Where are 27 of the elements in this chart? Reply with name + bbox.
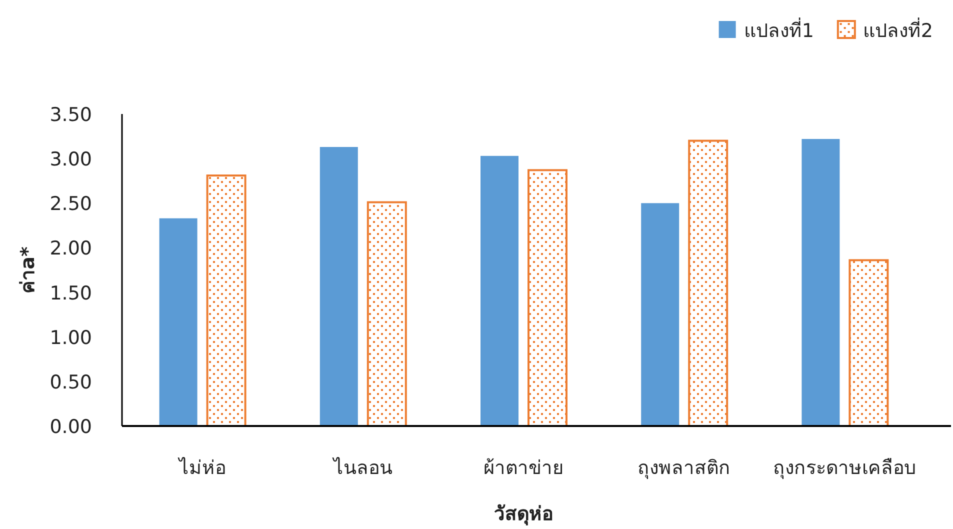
x-tick-label: ถุงกระดาษเคลือบ <box>773 457 916 480</box>
y-tick-label: 2.00 <box>50 238 92 260</box>
y-tick-label: 3.50 <box>50 104 92 126</box>
bar <box>320 146 358 426</box>
bar <box>528 169 568 427</box>
x-tick-label: ไนลอน <box>331 457 392 479</box>
bar <box>366 201 407 427</box>
bar <box>848 259 889 427</box>
bar <box>480 156 518 426</box>
y-tick-label: 0.00 <box>50 416 92 438</box>
y-tick-label: 1.00 <box>50 326 92 349</box>
legend-label: แปลงที่1 <box>744 17 814 42</box>
y-axis-title: ค่าa* <box>17 246 39 294</box>
x-tick-label: ถุงพลาสติก <box>638 457 731 480</box>
x-tick-label: ไม่ห่อ <box>176 457 226 479</box>
bar <box>206 174 246 427</box>
legend-label: แปลงที่2 <box>862 17 933 42</box>
bar <box>802 138 840 426</box>
y-tick-label: 2.50 <box>50 193 92 216</box>
bar <box>688 140 728 427</box>
bar <box>641 203 680 426</box>
y-tick-label: 1.50 <box>50 282 92 304</box>
x-tick-label: ผ้าตาข่าย <box>484 457 564 479</box>
y-tick-label: 0.50 <box>50 371 92 394</box>
x-axis-title: วัสดุห่อ <box>494 503 553 526</box>
y-tick-label: 3.00 <box>50 148 92 171</box>
bar <box>159 218 198 426</box>
